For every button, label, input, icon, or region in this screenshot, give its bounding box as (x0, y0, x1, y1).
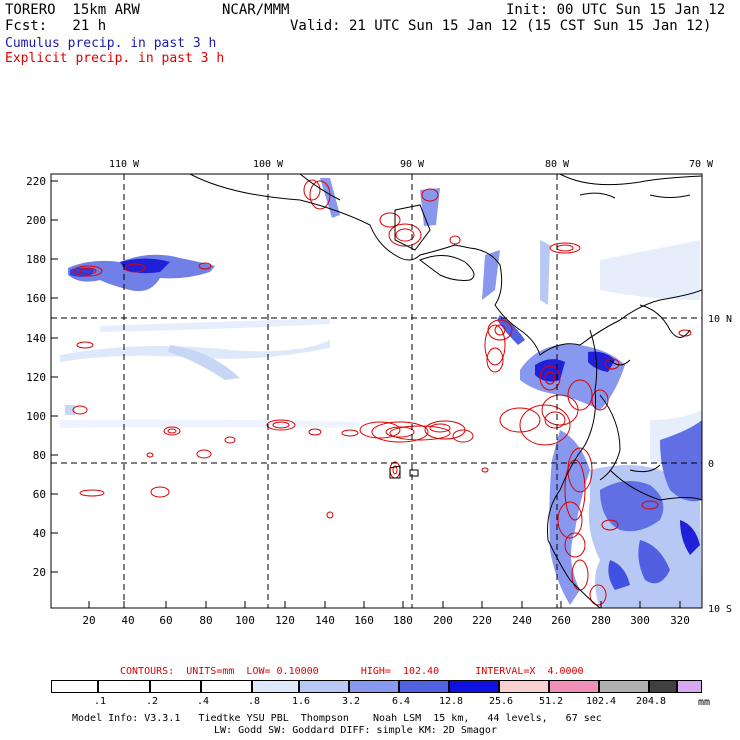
x-tick-label: 120 (275, 614, 295, 627)
lon-labels: 110 W 100 W 90 W 80 W 70 W (109, 159, 714, 170)
x-tick-label: 240 (512, 614, 532, 627)
colorbar-units: mm (698, 697, 711, 708)
model-info-line2: LW: Godd SW: Goddard DIFF: simple KM: 2D… (214, 725, 497, 736)
x-tick-label: 200 (433, 614, 453, 627)
lat-label: 10 S (708, 604, 732, 615)
axis-ticks (51, 180, 681, 608)
colorbar-label: .1 (93, 696, 107, 707)
lat-label: 10 N (708, 314, 732, 325)
y-tick-label: 200 (26, 214, 46, 227)
colorbar-bin (349, 680, 399, 693)
colorbar-bin (51, 680, 98, 693)
lon-label: 70 W (689, 159, 714, 170)
y-tick-label: 140 (26, 332, 46, 345)
lon-label: 110 W (109, 159, 140, 170)
colorbar-label: 25.6 (488, 696, 514, 707)
colorbar-bin (150, 680, 201, 693)
lon-label: 80 W (545, 159, 570, 170)
init-time: Init: 00 UTC Sun 15 Jan 12 (506, 2, 726, 18)
colorbar-label: 3.2 (341, 696, 361, 707)
colorbar-bin (201, 680, 252, 693)
colorbar-label: 6.4 (391, 696, 411, 707)
explicit-precip-contours (72, 179, 692, 606)
y-tick-label: 220 (26, 175, 46, 188)
colorbar-label: 204.8 (635, 696, 667, 707)
y-tick-label: 120 (26, 371, 46, 384)
colorbar-label: 12.8 (438, 696, 464, 707)
x-tick-label: 300 (630, 614, 650, 627)
colorbar-bin (449, 680, 499, 693)
x-tick-label: 40 (121, 614, 134, 627)
map-frame (50, 173, 703, 609)
x-tick-label: 180 (393, 614, 413, 627)
x-tick-labels: 20 40 60 80 100 120 140 160 180 200 220 … (82, 614, 690, 627)
x-tick-label: 140 (315, 614, 335, 627)
x-tick-label: 20 (82, 614, 95, 627)
forecast-hour: Fcst: 21 h (5, 18, 107, 34)
colorbar-bin (499, 680, 549, 693)
cumulus-legend: Cumulus precip. in past 3 h (5, 36, 217, 51)
y-tick-label: 160 (26, 292, 46, 305)
colorbar-bin (549, 680, 599, 693)
valid-time: Valid: 21 UTC Sun 15 Jan 12 (15 CST Sun … (290, 18, 712, 34)
y-tick-label: 100 (26, 410, 46, 423)
colorbar-bin (399, 680, 449, 693)
x-tick-label: 220 (472, 614, 492, 627)
y-tick-label: 180 (26, 253, 46, 266)
colorbar-bin (299, 680, 349, 693)
x-tick-label: 100 (235, 614, 255, 627)
y-tick-label: 40 (33, 527, 46, 540)
lon-label: 90 W (400, 159, 425, 170)
y-tick-labels: 220 200 180 160 140 120 100 80 60 40 20 (26, 175, 46, 579)
latlon-grid (51, 174, 702, 608)
explicit-legend: Explicit precip. in past 3 h (5, 51, 225, 66)
x-tick-label: 260 (551, 614, 571, 627)
center-name: NCAR/MMM (222, 2, 290, 18)
cumulus-light-shading (60, 240, 702, 470)
x-tick-label: 160 (354, 614, 374, 627)
colorbar-bin (599, 680, 649, 693)
colorbar-label: .2 (145, 696, 159, 707)
lon-label: 100 W (253, 159, 284, 170)
contour-info: CONTOURS: UNITS=mm LOW= 0.10000 HIGH= 10… (120, 666, 584, 677)
colorbar-bin (252, 680, 299, 693)
y-tick-label: 20 (33, 566, 46, 579)
colorbar-label: 102.4 (585, 696, 617, 707)
colorbar-bin (677, 680, 702, 693)
colorbar-bin (649, 680, 677, 693)
x-tick-label: 60 (159, 614, 172, 627)
y-tick-label: 80 (33, 449, 46, 462)
x-tick-label: 80 (199, 614, 212, 627)
cumulus-precip-shading (65, 178, 702, 608)
x-tick-label: 320 (670, 614, 690, 627)
colorbar-bin (98, 680, 150, 693)
colorbar-label: .4 (196, 696, 210, 707)
x-tick-label: 280 (591, 614, 611, 627)
colorbar-label: .8 (247, 696, 261, 707)
colorbar-label: 1.6 (291, 696, 311, 707)
colorbar-label: 51.2 (538, 696, 564, 707)
model-title: TORERO 15km ARW (5, 2, 140, 18)
coastlines (189, 174, 702, 608)
lat-labels: 10 N 0 10 S (708, 314, 732, 615)
model-info-line1: Model Info: V3.3.1 Tiedtke YSU PBL Thomp… (72, 713, 602, 724)
lat-label: 0 (708, 459, 714, 470)
y-tick-label: 60 (33, 488, 46, 501)
